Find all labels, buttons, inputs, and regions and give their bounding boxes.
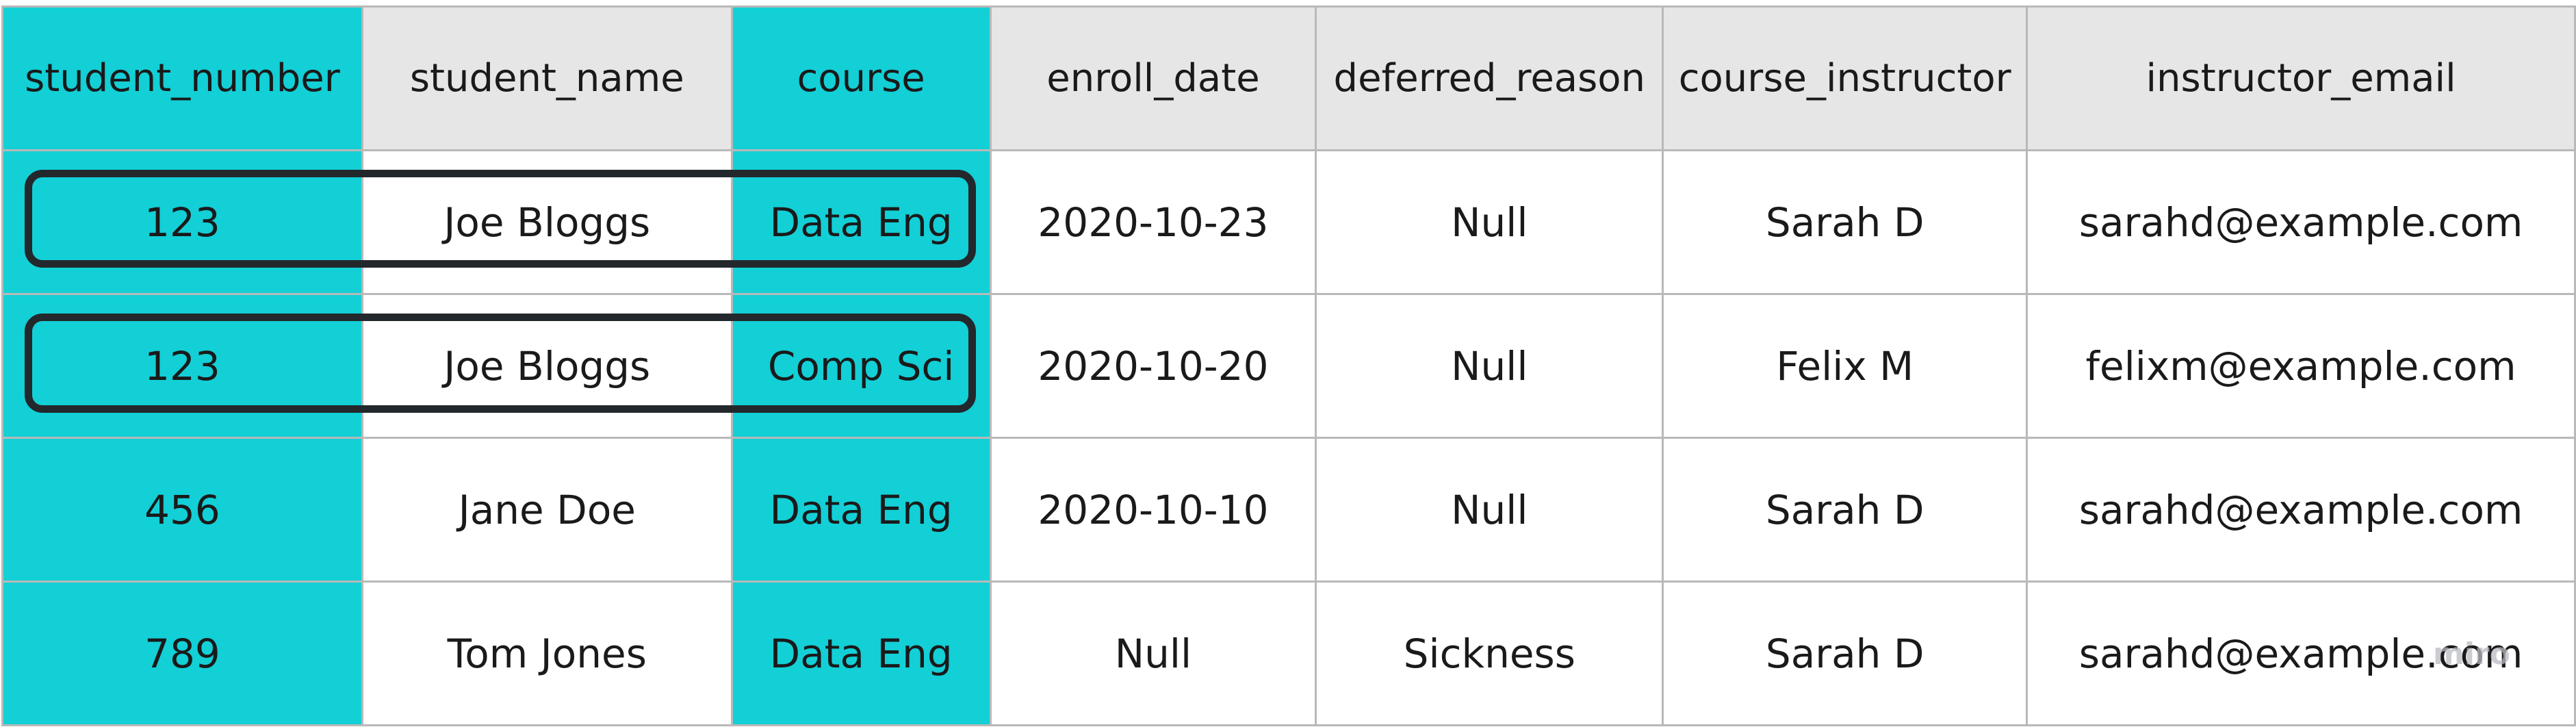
cell-enroll-date: 2020-10-20 <box>989 293 1317 439</box>
header-row: student_number student_name course enrol… <box>1 5 2576 151</box>
column-header-course: course <box>730 5 992 151</box>
column-header-student-name: student_name <box>361 5 733 151</box>
cell-instructor-email: felixm@example.com <box>2026 293 2576 439</box>
table-row: 456 Jane Doe Data Eng 2020-10-10 Null Sa… <box>1 437 2576 583</box>
cell-course: Data Eng <box>730 437 992 583</box>
cell-deferred-reason: Null <box>1315 149 1664 295</box>
cell-enroll-date: Null <box>989 581 1317 726</box>
table-row: 123 Joe Bloggs Data Eng 2020-10-23 Null … <box>1 149 2576 295</box>
column-header-student-number: student_number <box>1 5 363 151</box>
cell-instructor-email: sarahd@example.com <box>2026 581 2576 726</box>
cell-student-name: Joe Bloggs <box>361 293 733 439</box>
cell-deferred-reason: Null <box>1315 437 1664 583</box>
cell-student-number: 123 <box>1 149 363 295</box>
cell-student-number: 789 <box>1 581 363 726</box>
cell-course: Data Eng <box>730 149 992 295</box>
cell-course-instructor: Felix M <box>1662 293 2028 439</box>
table-row: 789 Tom Jones Data Eng Null Sickness Sar… <box>1 581 2576 726</box>
cell-course-instructor: Sarah D <box>1662 149 2028 295</box>
cell-enroll-date: 2020-10-10 <box>989 437 1317 583</box>
cell-course-instructor: Sarah D <box>1662 437 2028 583</box>
cell-instructor-email: sarahd@example.com <box>2026 149 2576 295</box>
cell-student-number: 456 <box>1 437 363 583</box>
cell-student-name: Jane Doe <box>361 437 733 583</box>
student-enrollment-table: student_number student_name course enrol… <box>1 5 2576 726</box>
cell-instructor-email: sarahd@example.com <box>2026 437 2576 583</box>
table-row: 123 Joe Bloggs Comp Sci 2020-10-20 Null … <box>1 293 2576 439</box>
cell-deferred-reason: Sickness <box>1315 581 1664 726</box>
miro-watermark: miro <box>2433 637 2510 672</box>
cell-student-number: 123 <box>1 293 363 439</box>
cell-course-instructor: Sarah D <box>1662 581 2028 726</box>
column-header-instructor-email: instructor_email <box>2026 5 2576 151</box>
column-header-enroll-date: enroll_date <box>989 5 1317 151</box>
cell-deferred-reason: Null <box>1315 293 1664 439</box>
column-header-course-instructor: course_instructor <box>1662 5 2028 151</box>
column-header-deferred-reason: deferred_reason <box>1315 5 1664 151</box>
cell-student-name: Tom Jones <box>361 581 733 726</box>
cell-enroll-date: 2020-10-23 <box>989 149 1317 295</box>
cell-student-name: Joe Bloggs <box>361 149 733 295</box>
cell-course: Comp Sci <box>730 293 992 439</box>
cell-course: Data Eng <box>730 581 992 726</box>
